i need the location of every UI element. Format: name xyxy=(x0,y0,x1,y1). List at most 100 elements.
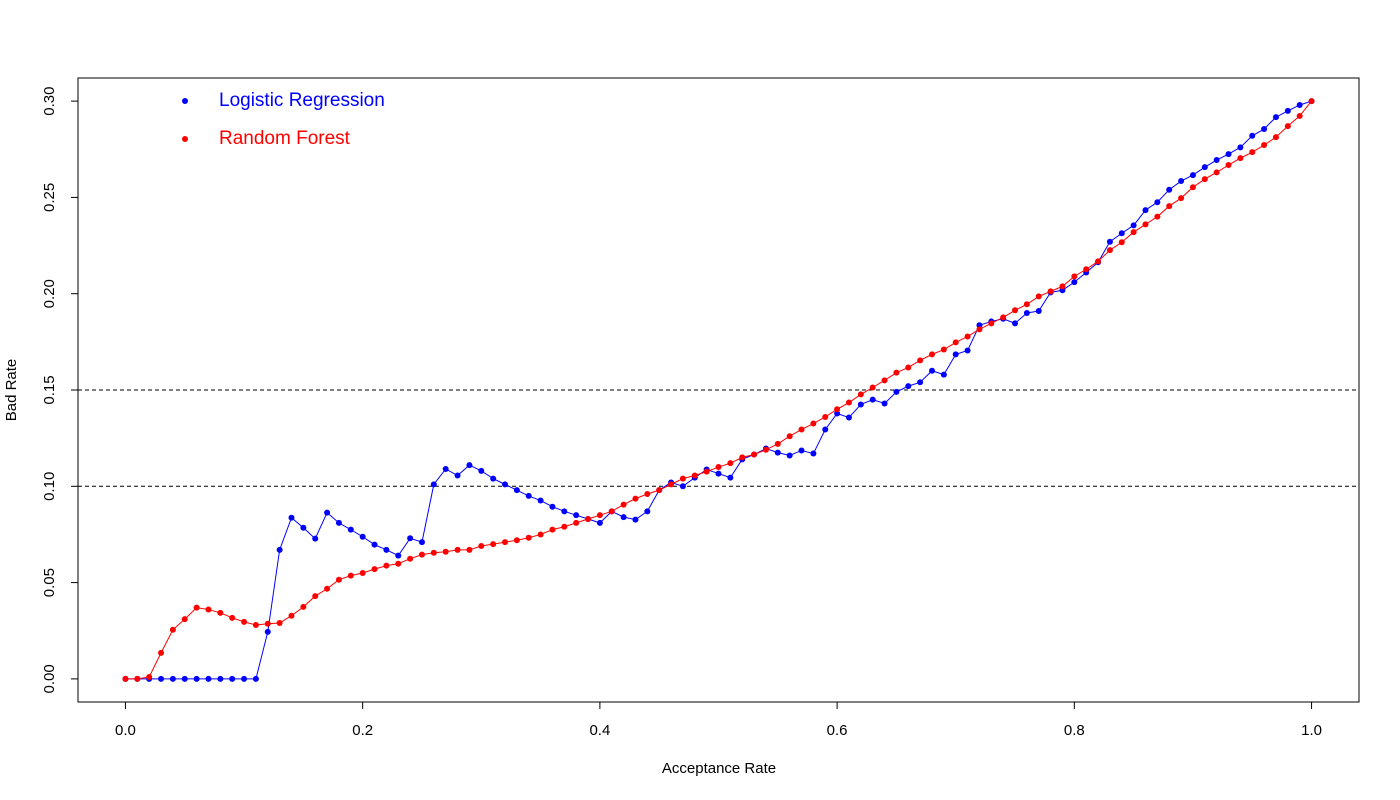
data-point xyxy=(1296,112,1303,119)
data-point xyxy=(181,675,188,682)
data-point xyxy=(727,474,734,481)
data-point xyxy=(146,673,153,680)
data-point xyxy=(1118,230,1125,237)
data-point xyxy=(276,620,283,627)
data-point xyxy=(857,401,864,408)
data-point xyxy=(940,371,947,378)
data-point xyxy=(158,675,165,682)
data-point xyxy=(1272,114,1279,121)
data-point xyxy=(217,609,224,616)
y-tick-label: 0.25 xyxy=(41,183,58,212)
data-point xyxy=(122,675,129,682)
data-point xyxy=(810,420,817,427)
data-point xyxy=(430,549,437,556)
data-point xyxy=(347,572,354,579)
x-tick-label: 0.8 xyxy=(1064,722,1085,739)
data-point xyxy=(917,357,924,364)
data-point xyxy=(668,481,675,488)
y-tick-label: 0.20 xyxy=(41,279,58,308)
data-point xyxy=(834,410,841,417)
data-point xyxy=(549,526,556,533)
data-point xyxy=(1106,247,1113,254)
data-point xyxy=(276,546,283,553)
y-tick-label: 0.10 xyxy=(41,472,58,501)
data-point xyxy=(1130,229,1137,236)
data-point xyxy=(1083,266,1090,273)
x-tick-label: 0.0 xyxy=(115,722,136,739)
y-tick-label: 0.15 xyxy=(41,375,58,404)
data-point xyxy=(537,497,544,504)
data-point xyxy=(359,569,366,576)
data-point xyxy=(252,621,259,628)
data-point xyxy=(1035,308,1042,315)
data-point xyxy=(1095,258,1102,265)
data-point xyxy=(241,618,248,625)
data-point xyxy=(371,541,378,548)
data-point xyxy=(1296,101,1303,108)
data-point xyxy=(964,347,971,354)
data-point xyxy=(395,560,402,567)
data-point xyxy=(1000,314,1007,321)
data-point xyxy=(442,465,449,472)
data-point xyxy=(418,551,425,558)
data-point xyxy=(1023,301,1030,308)
data-point xyxy=(1249,132,1256,139)
data-point xyxy=(300,524,307,531)
data-point xyxy=(929,367,935,374)
data-point xyxy=(1308,98,1315,105)
data-point xyxy=(857,391,864,398)
data-point xyxy=(335,576,342,583)
data-point xyxy=(1178,195,1185,202)
x-tick-label: 0.6 xyxy=(827,722,848,739)
data-point xyxy=(952,339,959,346)
data-point xyxy=(217,675,224,682)
data-point xyxy=(1225,151,1232,158)
data-point xyxy=(798,447,805,454)
data-point xyxy=(430,481,437,488)
data-point xyxy=(466,462,473,469)
legend-marker xyxy=(182,98,188,104)
data-point xyxy=(845,399,852,406)
data-point xyxy=(1154,199,1161,206)
data-point xyxy=(762,446,769,453)
data-point xyxy=(312,535,319,542)
data-point xyxy=(739,454,746,461)
data-point xyxy=(929,351,935,358)
y-axis-label: Bad Rate xyxy=(3,359,20,422)
y-tick-label: 0.05 xyxy=(41,568,58,597)
data-point xyxy=(834,406,841,413)
data-point xyxy=(288,514,295,521)
data-point xyxy=(513,537,520,544)
data-point xyxy=(964,333,971,340)
data-point xyxy=(573,512,580,519)
data-point xyxy=(845,414,852,421)
data-point xyxy=(478,543,485,549)
x-tick-label: 0.4 xyxy=(589,722,610,739)
data-point xyxy=(1012,307,1019,314)
x-tick-label: 1.0 xyxy=(1301,722,1322,739)
data-point xyxy=(158,649,165,656)
data-point xyxy=(466,546,473,553)
data-point xyxy=(1201,176,1208,183)
data-point xyxy=(335,519,342,526)
data-point xyxy=(1012,320,1019,327)
data-point xyxy=(1047,288,1054,295)
legend-label: Logistic Regression xyxy=(219,90,385,111)
data-point xyxy=(905,364,912,371)
data-point xyxy=(1166,186,1173,193)
data-point xyxy=(1189,184,1196,191)
data-point xyxy=(644,491,651,497)
data-point xyxy=(1130,222,1137,229)
data-point xyxy=(288,612,295,619)
data-point xyxy=(940,346,947,353)
data-point xyxy=(229,675,236,682)
data-point xyxy=(1201,164,1208,171)
data-point xyxy=(324,585,331,592)
data-point xyxy=(525,534,532,541)
data-point xyxy=(917,379,924,386)
data-point xyxy=(620,514,627,521)
data-point xyxy=(620,501,627,508)
data-point xyxy=(1189,172,1196,179)
data-point xyxy=(383,546,390,553)
data-point xyxy=(1272,134,1279,141)
